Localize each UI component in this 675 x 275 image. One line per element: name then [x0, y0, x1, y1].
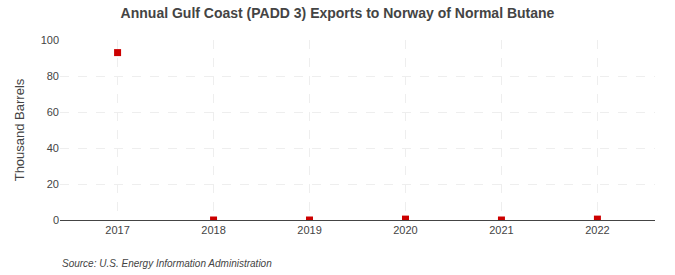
svg-text:2020: 2020	[393, 224, 417, 236]
svg-text:100: 100	[41, 34, 59, 46]
svg-text:2018: 2018	[201, 224, 225, 236]
svg-text:Thousand Barrels: Thousand Barrels	[12, 78, 27, 181]
svg-text:2017: 2017	[105, 224, 129, 236]
svg-text:Annual Gulf Coast (PADD 3) Exp: Annual Gulf Coast (PADD 3) Exports to No…	[121, 5, 555, 21]
svg-text:80: 80	[47, 70, 59, 82]
svg-text:20: 20	[47, 178, 59, 190]
svg-text:2022: 2022	[585, 224, 609, 236]
svg-text:60: 60	[47, 106, 59, 118]
svg-text:0: 0	[53, 214, 59, 226]
svg-text:Source: U.S. Energy Informatio: Source: U.S. Energy Information Administ…	[62, 258, 272, 269]
svg-text:40: 40	[47, 142, 59, 154]
svg-text:2019: 2019	[297, 224, 321, 236]
svg-text:2021: 2021	[489, 224, 513, 236]
